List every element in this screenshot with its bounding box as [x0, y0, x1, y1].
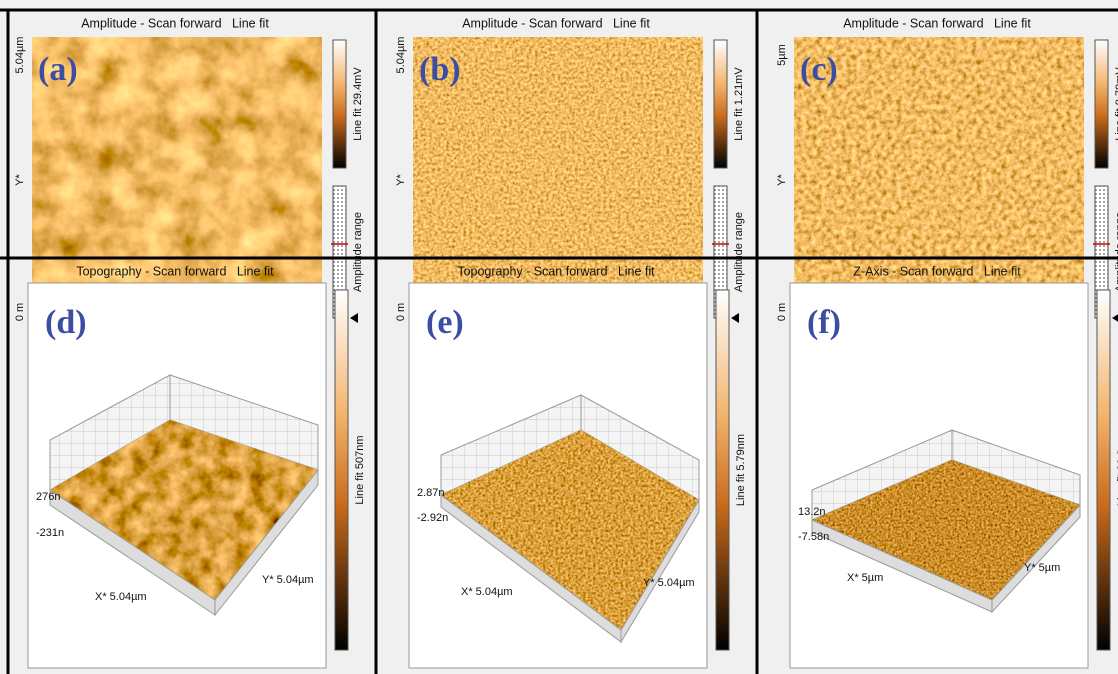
y-axis-label: Y*: [14, 173, 26, 185]
panel-title: Amplitude - Scan forward Line fit: [843, 16, 1031, 30]
panel-label: (d): [45, 304, 87, 341]
y-axis-label: Y*: [395, 173, 407, 185]
x-axis-label: X* 5.04µm: [95, 591, 147, 603]
y-axis-label: 0 m: [14, 303, 26, 321]
range-label: Amplitude range: [733, 212, 745, 292]
colorbar: [1095, 40, 1108, 168]
z-axis-label: 276n: [36, 491, 60, 503]
panel-title: Amplitude - Scan forward Line fit: [462, 16, 650, 30]
y-axis-label: Y* 5.04µm: [262, 574, 314, 586]
y-axis-label: 5µm: [776, 44, 788, 66]
y-axis-label: Y* 5µm: [1024, 562, 1060, 574]
range-label: Amplitude range: [1114, 212, 1118, 292]
panel: Z-Axis - Scan forward Line fit 13.2n -7.58…: [790, 264, 1118, 668]
panel: Topography - Scan forward Line fit 2.87n -…: [409, 264, 747, 668]
range-label: Amplitude range: [352, 212, 364, 292]
colorbar-label: Line fit 1.21mV: [733, 67, 745, 141]
y-axis-label: Y* 5.04µm: [643, 577, 695, 589]
colorbar: [1097, 290, 1110, 650]
panel: Topography - Scan forward Line fit 276n -2…: [28, 264, 366, 668]
z-axis-label: -231n: [36, 527, 64, 539]
colorbar-label: Line fit 29.4mV: [352, 67, 364, 141]
figure: Amplitude - Scan forward Line fit 5.04µm Y…: [0, 0, 1118, 674]
panel-label: (a): [38, 51, 78, 88]
x-axis-label: X* 5.04µm: [461, 586, 513, 598]
panel-label: (e): [426, 304, 464, 341]
z-axis-label: -7.58n: [798, 531, 829, 543]
colorbar: [333, 40, 346, 168]
colorbar: [716, 290, 729, 650]
colorbar: [335, 290, 348, 650]
panel-label: (f): [807, 304, 841, 341]
panel-title: Topography - Scan forward Line fit: [76, 264, 274, 278]
x-axis-label: X* 5µm: [847, 572, 883, 584]
panel-title: Z-Axis - Scan forward Line fit: [853, 264, 1021, 278]
z-axis-label: -2.92n: [417, 512, 448, 524]
y-axis-label: 5.04µm: [395, 37, 407, 74]
panel-title: Topography - Scan forward Line fit: [457, 264, 655, 278]
colorbar-label: Line fit 5.79nm: [735, 434, 747, 506]
colorbar-label: Line fit 8.79mV: [1114, 67, 1118, 141]
panel-label: (b): [419, 51, 461, 88]
y-axis-label: 5.04µm: [14, 37, 26, 74]
panel-label: (c): [800, 51, 838, 88]
y-axis-label: 0 m: [395, 303, 407, 321]
colorbar: [714, 40, 727, 168]
panel-title: Amplitude - Scan forward Line fit: [81, 16, 269, 30]
colorbar-label: Line fit 507nm: [354, 435, 366, 504]
z-axis-label: 13.2n: [798, 506, 826, 518]
y-axis-label: Y*: [776, 173, 788, 185]
y-axis-label: 0 m: [776, 303, 788, 321]
z-axis-label: 2.87n: [417, 487, 445, 499]
